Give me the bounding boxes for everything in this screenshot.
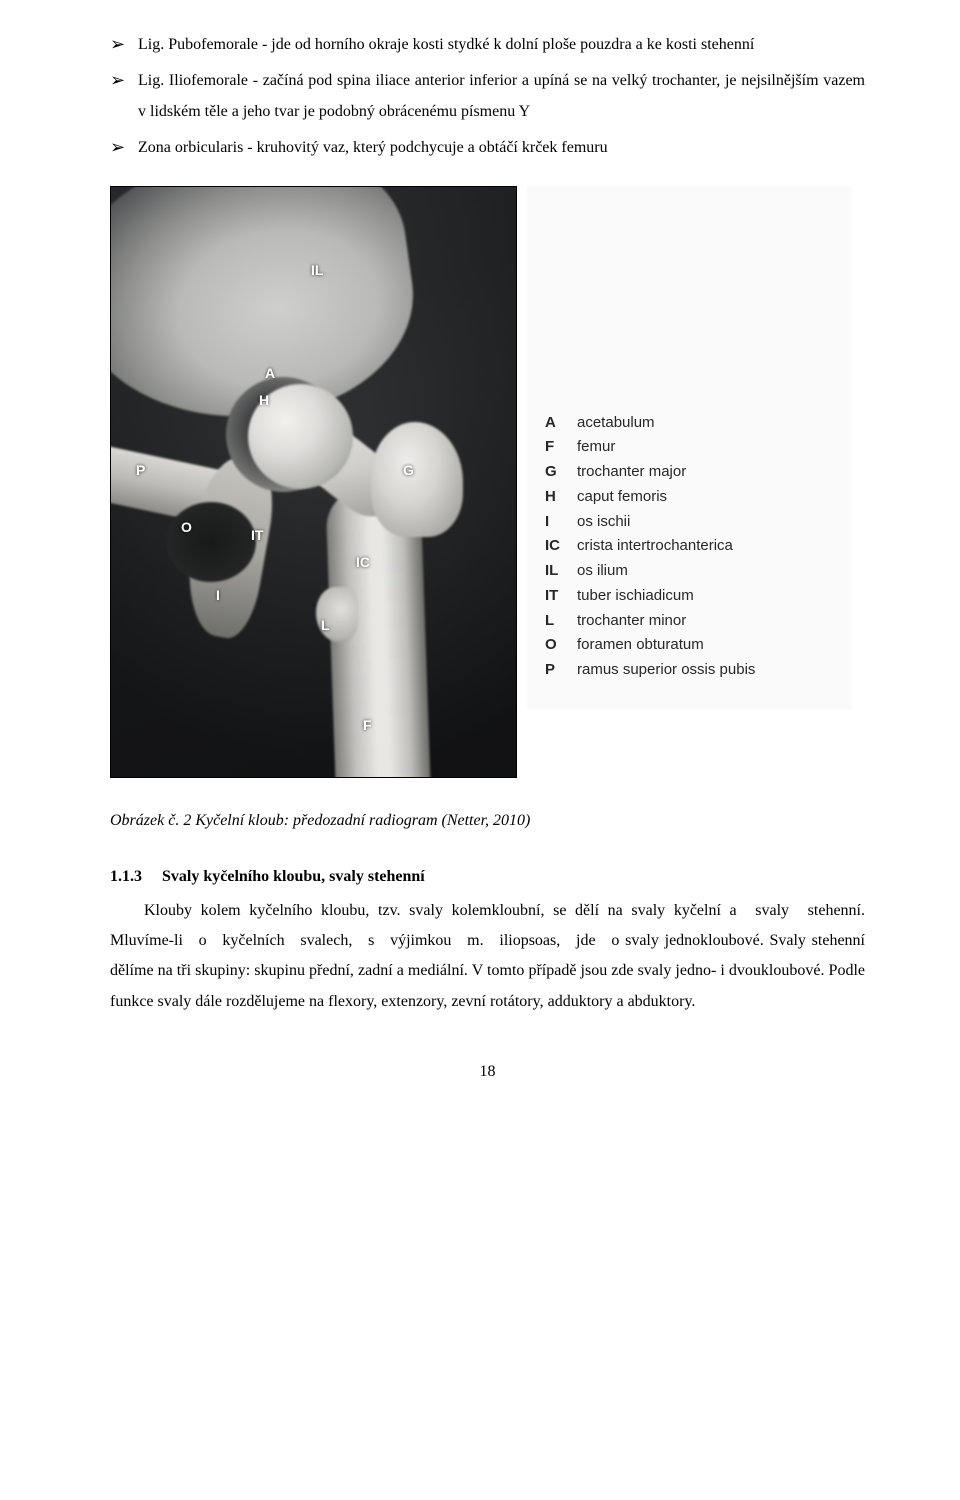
figure-hip-radiogram: ILAHPGOITICILF AacetabulumFfemurGtrochan… xyxy=(110,186,865,778)
xray-marker-label: G xyxy=(403,462,414,478)
para-text: Klouby kolem kyčelního kloubu, tzv. sval… xyxy=(144,902,730,919)
legend-row: Oforamen obturatum xyxy=(545,633,836,658)
legend-row: ITtuber ischiadicum xyxy=(545,584,836,609)
legend-value: trochanter major xyxy=(577,460,836,485)
xray-marker-label: IL xyxy=(311,262,323,278)
legend-key: IC xyxy=(545,534,577,559)
legend-row: ILos ilium xyxy=(545,559,836,584)
legend-row: ICcrista intertrochanterica xyxy=(545,534,836,559)
legend-value: os ilium xyxy=(577,559,836,584)
legend-key: O xyxy=(545,633,577,658)
legend-value: ramus superior ossis pubis xyxy=(577,658,836,683)
heading-title: Svaly kyčelního kloubu, svaly stehenní xyxy=(162,868,425,885)
legend-value: caput femoris xyxy=(577,485,836,510)
legend-value: trochanter minor xyxy=(577,609,836,634)
legend-key: A xyxy=(545,411,577,436)
figure-caption: Obrázek č. 2 Kyčelní kloub: předozadní r… xyxy=(110,812,865,830)
page-number: 18 xyxy=(110,1063,865,1081)
list-item-text: Lig. Pubofemorale - jde od horního okraj… xyxy=(138,30,865,60)
xray-marker-label: L xyxy=(321,617,330,633)
chevron-right-icon: ➢ xyxy=(110,30,138,59)
xray-marker-label: I xyxy=(216,587,220,603)
legend-value: femur xyxy=(577,435,836,460)
ligament-list: ➢ Lig. Pubofemorale - jde od horního okr… xyxy=(110,30,865,164)
list-item-text: Lig. Iliofemorale - začíná pod spina ili… xyxy=(138,66,865,127)
legend-value: crista intertrochanterica xyxy=(577,534,836,559)
legend-value: os ischii xyxy=(577,510,836,535)
legend-row: Ffemur xyxy=(545,435,836,460)
legend-row: Ios ischii xyxy=(545,510,836,535)
section-heading: 1.1.3Svaly kyčelního kloubu, svaly stehe… xyxy=(110,868,865,886)
legend-key: G xyxy=(545,460,577,485)
xray-marker-label: H xyxy=(259,392,269,408)
xray-image: ILAHPGOITICILF xyxy=(110,186,517,778)
legend-row: Hcaput femoris xyxy=(545,485,836,510)
legend-key: F xyxy=(545,435,577,460)
legend-row: Aacetabulum xyxy=(545,411,836,436)
legend-value: acetabulum xyxy=(577,411,836,436)
legend-key: IL xyxy=(545,559,577,584)
legend-key: L xyxy=(545,609,577,634)
chevron-right-icon: ➢ xyxy=(110,133,138,162)
xray-marker-label: F xyxy=(363,717,372,733)
legend-row: Gtrochanter major xyxy=(545,460,836,485)
legend-key: I xyxy=(545,510,577,535)
list-item: ➢ Lig. Pubofemorale - jde od horního okr… xyxy=(110,30,865,60)
list-item: ➢ Zona orbicularis - kruhovitý vaz, kter… xyxy=(110,133,865,163)
page: ➢ Lig. Pubofemorale - jde od horního okr… xyxy=(0,0,960,1121)
list-item-text: Zona orbicularis - kruhovitý vaz, který … xyxy=(138,133,865,163)
chevron-right-icon: ➢ xyxy=(110,66,138,95)
xray-marker-label: O xyxy=(181,519,192,535)
legend-value: foramen obturatum xyxy=(577,633,836,658)
xray-legend: AacetabulumFfemurGtrochanter majorHcaput… xyxy=(527,186,852,709)
list-item: ➢ Lig. Iliofemorale - začíná pod spina i… xyxy=(110,66,865,127)
legend-key: H xyxy=(545,485,577,510)
legend-value: tuber ischiadicum xyxy=(577,584,836,609)
xray-marker-label: A xyxy=(265,365,275,381)
xray-marker-label: IT xyxy=(251,527,263,543)
legend-key: IT xyxy=(545,584,577,609)
xray-marker-label: P xyxy=(136,462,145,478)
heading-number: 1.1.3 xyxy=(110,868,162,886)
legend-row: Pramus superior ossis pubis xyxy=(545,658,836,683)
xray-marker-label: IC xyxy=(356,554,370,570)
body-paragraph: Klouby kolem kyčelního kloubu, tzv. sval… xyxy=(110,896,865,1018)
legend-key: P xyxy=(545,658,577,683)
legend-row: Ltrochanter minor xyxy=(545,609,836,634)
